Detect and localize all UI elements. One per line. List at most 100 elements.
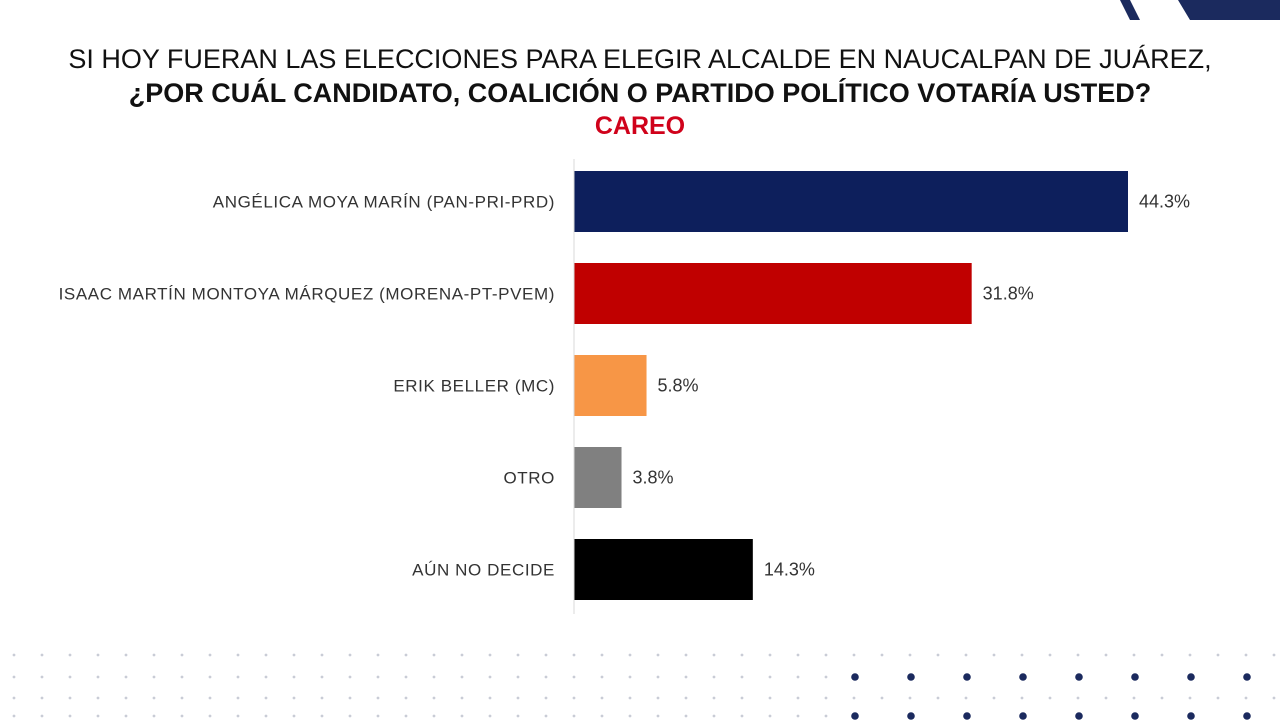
pattern-dot [432, 696, 436, 700]
pattern-dot [376, 675, 380, 679]
pattern-dot [180, 653, 184, 657]
pattern-dot [516, 714, 520, 718]
pattern-dot [712, 653, 716, 657]
pattern-dot [96, 714, 100, 718]
pattern-dot [348, 696, 352, 700]
pattern-dot [152, 675, 156, 679]
pattern-dot [907, 712, 915, 720]
bar-4 [574, 447, 622, 508]
pattern-dot [516, 675, 520, 679]
pattern-dot [68, 675, 72, 679]
pattern-dot [1243, 712, 1251, 720]
pattern-dot [404, 675, 408, 679]
pattern-dot [1132, 653, 1136, 657]
value-label-5: 14.3% [764, 560, 815, 580]
pattern-dot [572, 653, 576, 657]
pattern-dot [292, 653, 296, 657]
pattern-dot [236, 653, 240, 657]
category-label-1: ANGÉLICA MOYA MARÍN (PAN-PRI-PRD) [213, 193, 555, 212]
pattern-dot [656, 653, 660, 657]
pattern-dot [992, 696, 996, 700]
pattern-dot [740, 675, 744, 679]
pattern-dot [516, 696, 520, 700]
pattern-dot [432, 675, 436, 679]
pattern-dot [656, 675, 660, 679]
pattern-dot [963, 673, 971, 681]
pattern-dot [992, 653, 996, 657]
pattern-dot [880, 653, 884, 657]
pattern-dot [1160, 653, 1164, 657]
pattern-dot [600, 696, 604, 700]
pattern-dot [1104, 653, 1108, 657]
pattern-dot [1216, 696, 1220, 700]
pattern-dot [1272, 653, 1276, 657]
pattern-dot [768, 653, 772, 657]
pattern-dot [1216, 653, 1220, 657]
pattern-dot [460, 675, 464, 679]
pattern-dot [908, 696, 912, 700]
pattern-dot [180, 696, 184, 700]
pattern-dot [1187, 712, 1195, 720]
pattern-dot [124, 696, 128, 700]
pattern-dot [40, 653, 44, 657]
pattern-dot [796, 675, 800, 679]
pattern-dot [1131, 712, 1139, 720]
pattern-dot [12, 714, 16, 718]
pattern-dot [292, 675, 296, 679]
pattern-dot [656, 714, 660, 718]
title-line-1: SI HOY FUERAN LAS ELECCIONES PARA ELEGIR… [68, 44, 1212, 74]
pattern-dot [488, 675, 492, 679]
pattern-dot [880, 696, 884, 700]
category-label-4: OTRO [503, 469, 555, 488]
pattern-dot [1160, 696, 1164, 700]
pattern-dot [208, 653, 212, 657]
pattern-dot [1131, 673, 1139, 681]
pattern-dot [684, 714, 688, 718]
pattern-dot [40, 675, 44, 679]
pattern-dot [768, 696, 772, 700]
pattern-dot [572, 714, 576, 718]
value-label-3: 5.8% [658, 376, 699, 396]
pattern-dot [12, 675, 16, 679]
pattern-dot [516, 653, 520, 657]
pattern-dot [712, 696, 716, 700]
pattern-dot [40, 696, 44, 700]
pattern-dot [628, 675, 632, 679]
pattern-dot [96, 675, 100, 679]
pattern-dot [1075, 712, 1083, 720]
pattern-dot [824, 675, 828, 679]
pattern-dot [180, 675, 184, 679]
pattern-dot [264, 653, 268, 657]
pattern-dot [544, 653, 548, 657]
pattern-dot [264, 675, 268, 679]
pattern-dot [152, 696, 156, 700]
pattern-dot [824, 696, 828, 700]
pattern-dot [908, 653, 912, 657]
pattern-dot [600, 714, 604, 718]
pattern-dot [488, 653, 492, 657]
pattern-dot [684, 696, 688, 700]
pattern-dot [320, 675, 324, 679]
pattern-dot [12, 653, 16, 657]
pattern-dot [1243, 673, 1251, 681]
title-careo: CAREO [594, 112, 686, 140]
pattern-dot [264, 696, 268, 700]
pattern-dot [292, 714, 296, 718]
chart-title: SI HOY FUERAN LAS ELECCIONES PARA ELEGIR… [0, 42, 1280, 142]
pattern-dot [376, 696, 380, 700]
pattern-dot [208, 714, 212, 718]
pattern-dot [404, 653, 408, 657]
pattern-dot [740, 714, 744, 718]
pattern-dot [40, 714, 44, 718]
pattern-dot [432, 714, 436, 718]
pattern-dot [1272, 696, 1276, 700]
pattern-dot [124, 653, 128, 657]
pattern-dot [684, 653, 688, 657]
pattern-dot [152, 653, 156, 657]
pattern-dot [796, 653, 800, 657]
pattern-dot [1187, 673, 1195, 681]
pattern-dot [180, 714, 184, 718]
pattern-dot [1076, 653, 1080, 657]
pattern-dot [1244, 696, 1248, 700]
value-label-4: 3.8% [633, 468, 674, 488]
